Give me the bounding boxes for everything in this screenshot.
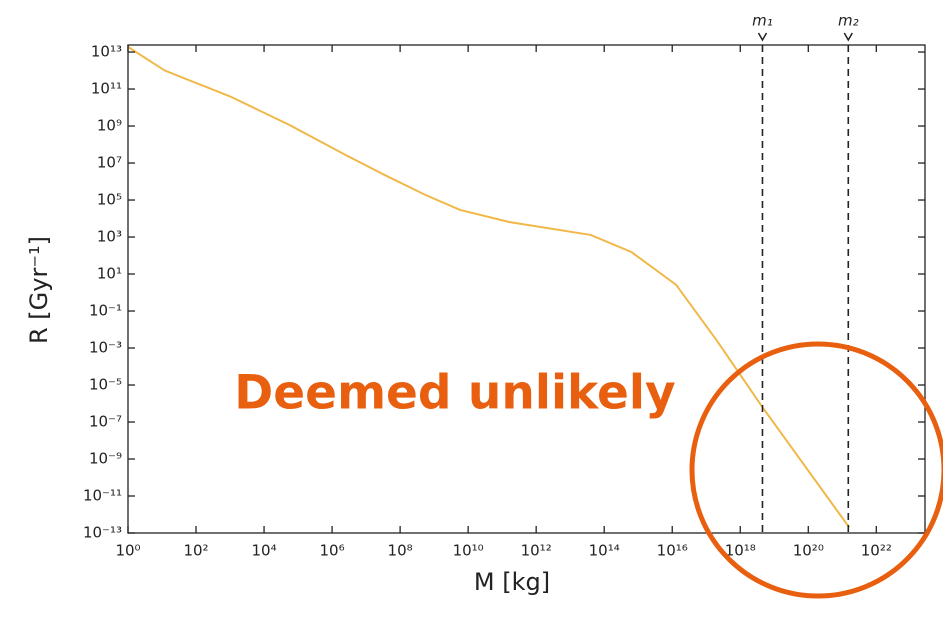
- y-tick-label: 10³: [97, 228, 122, 246]
- y-axis-label: R [Gyr⁻¹]: [25, 236, 53, 344]
- y-tick-label: 10¹¹: [91, 80, 122, 98]
- y-tick-label: 10⁹: [97, 117, 122, 135]
- y-tick-label: 10⁷: [97, 154, 122, 172]
- x-tick-label: 10¹²: [521, 542, 552, 560]
- x-tick-label: 10²: [183, 542, 208, 560]
- y-tick-label: 10⁻¹³: [83, 524, 122, 542]
- x-tick-label: 10¹⁴: [589, 542, 620, 560]
- y-tick-label: 10¹³: [91, 43, 122, 61]
- reference-arrow: [843, 32, 853, 42]
- x-tick-label: 10²²: [861, 542, 892, 560]
- highlight-circle: [689, 341, 943, 599]
- plot-frame: [127, 44, 926, 534]
- y-tick-label: 10⁻¹: [89, 302, 122, 320]
- x-tick-label: 10²⁰: [793, 542, 824, 560]
- y-tick-label: 10⁻⁹: [89, 450, 122, 468]
- x-tick-label: 10⁴: [252, 542, 277, 560]
- reference-arrow: [757, 32, 768, 42]
- x-tick-label: 10¹⁶: [657, 542, 688, 560]
- x-tick-label: 10¹⁸: [725, 542, 756, 560]
- x-tick-label: 10¹⁰: [453, 542, 484, 560]
- x-tick-label: 10⁰: [115, 542, 140, 560]
- x-tick-label: 10⁸: [388, 542, 413, 560]
- annotation: Deemed unlikely: [234, 366, 675, 421]
- y-tick-label: 10⁻¹¹: [83, 487, 122, 505]
- data-line: [127, 46, 851, 529]
- y-tick-label: 10⁻⁵: [89, 376, 122, 394]
- y-tick-label: 10⁻³: [89, 339, 122, 357]
- reference-label: m₂: [838, 12, 859, 30]
- y-tick-label: 10¹: [97, 265, 122, 283]
- y-tick-label: 10⁻⁷: [89, 413, 122, 431]
- reference-label: m₁: [752, 12, 773, 30]
- y-tick-label: 10⁵: [97, 191, 122, 209]
- x-axis-label: M [kg]: [474, 568, 550, 596]
- x-tick-label: 10⁶: [320, 542, 345, 560]
